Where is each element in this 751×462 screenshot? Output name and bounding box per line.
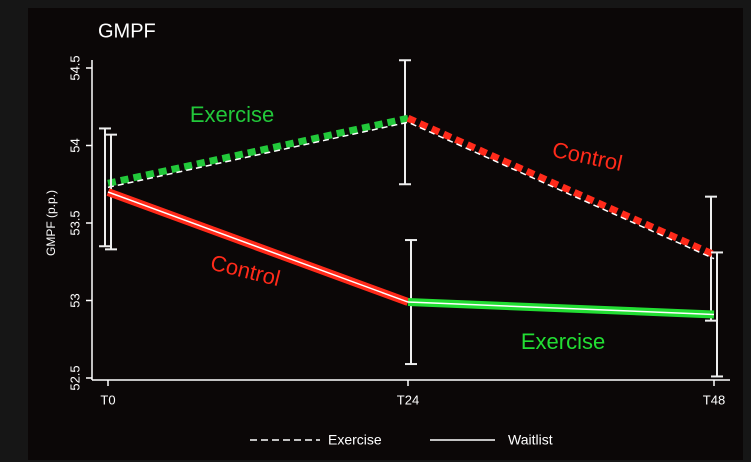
- y-tick-label: 53: [67, 293, 82, 307]
- y-tick-label: 54: [67, 138, 82, 152]
- series-line: [107, 191, 715, 316]
- x-tick-label: T0: [100, 392, 115, 407]
- series-line: [107, 121, 715, 260]
- annotation: Exercise: [521, 329, 605, 354]
- x-tick-label: T48: [703, 392, 725, 407]
- colored-segment: [406, 115, 716, 258]
- y-tick-label: 52.5: [67, 365, 82, 390]
- panel: [28, 8, 743, 460]
- legend-label: Waitlist: [508, 432, 553, 448]
- y-axis-label: GMPF (p.p.): [44, 190, 58, 256]
- legend-label: Exercise: [328, 432, 382, 448]
- chart-title: GMPF: [98, 20, 156, 42]
- x-tick-label: T24: [397, 392, 419, 407]
- annotation: Exercise: [190, 102, 274, 127]
- y-tick-label: 54.5: [67, 55, 82, 80]
- y-tick-label: 53.5: [67, 210, 82, 235]
